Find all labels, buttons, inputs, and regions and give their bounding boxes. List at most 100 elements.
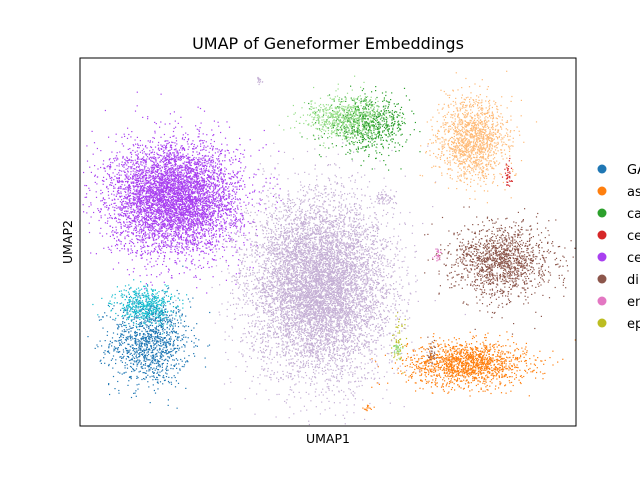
data-point [460, 350, 463, 352]
data-point [157, 382, 159, 384]
data-point [333, 100, 335, 102]
data-point [120, 180, 122, 182]
data-point [182, 265, 184, 267]
data-point [153, 344, 155, 346]
data-point [470, 343, 473, 345]
data-point [367, 105, 369, 108]
data-point [111, 342, 113, 344]
data-point [505, 363, 507, 365]
data-point [177, 337, 179, 339]
data-point [502, 368, 504, 370]
data-point [475, 348, 477, 350]
data-point [435, 369, 437, 371]
data-point [157, 362, 159, 365]
data-point [398, 124, 401, 126]
data-point [506, 184, 508, 186]
data-point [143, 378, 145, 380]
data-point [350, 85, 352, 87]
data-point [464, 349, 466, 351]
data-point [378, 111, 380, 113]
data-point [419, 374, 421, 377]
data-point [499, 367, 501, 369]
data-point [453, 383, 455, 385]
data-point [103, 351, 105, 354]
data-point [431, 358, 433, 360]
data-point [126, 197, 128, 199]
data-point [156, 212, 158, 214]
data-point [480, 388, 482, 390]
data-point [450, 350, 452, 352]
data-point [153, 348, 155, 351]
data-point [532, 371, 534, 373]
data-point [195, 246, 198, 248]
data-point [155, 123, 157, 125]
data-point [130, 375, 132, 378]
data-point [140, 199, 143, 201]
data-point [473, 355, 475, 357]
data-point [483, 343, 485, 345]
data-point [491, 373, 493, 375]
data-point [456, 357, 458, 359]
data-point [173, 375, 175, 377]
data-point [136, 351, 138, 353]
data-point [505, 365, 507, 367]
data-point [168, 187, 170, 189]
data-point [153, 331, 155, 334]
data-point [491, 382, 493, 384]
data-point [500, 356, 502, 358]
data-point [167, 161, 170, 163]
data-point [129, 325, 131, 327]
data-point [177, 347, 179, 350]
data-point [364, 114, 366, 116]
data-point [513, 342, 515, 344]
data-point [107, 220, 109, 222]
data-point [232, 255, 234, 257]
data-point [108, 384, 110, 386]
data-point [167, 360, 169, 362]
data-point [130, 362, 132, 364]
data-point [470, 357, 472, 359]
data-point [449, 349, 451, 351]
data-point [141, 343, 143, 345]
data-point [146, 326, 148, 328]
data-point [158, 316, 160, 318]
data-point [117, 328, 119, 330]
data-point [209, 225, 211, 227]
data-point [466, 374, 468, 376]
data-point [496, 369, 498, 371]
data-point [478, 356, 480, 359]
data-point [152, 356, 154, 358]
data-point [123, 342, 126, 344]
data-point [428, 359, 431, 361]
data-point [424, 374, 426, 376]
data-point [362, 128, 364, 130]
data-point [482, 357, 484, 359]
data-point [176, 232, 178, 234]
data-point [104, 362, 106, 364]
data-point [498, 363, 500, 365]
data-point [171, 332, 174, 334]
data-point [137, 341, 139, 343]
data-point [113, 346, 116, 348]
data-point [400, 168, 402, 170]
data-point [453, 337, 455, 339]
data-point [485, 347, 487, 349]
data-point [354, 107, 356, 109]
data-point [371, 145, 373, 147]
data-point [186, 248, 188, 250]
data-point [477, 368, 479, 370]
data-point [130, 330, 132, 332]
data-point [419, 363, 421, 365]
data-point [145, 316, 147, 318]
data-point [138, 345, 141, 347]
data-point [202, 186, 204, 188]
data-point [459, 350, 461, 352]
data-point [425, 372, 427, 374]
data-point [447, 350, 449, 352]
data-point [187, 226, 190, 228]
data-point [151, 375, 153, 377]
data-point [175, 331, 177, 333]
data-point [484, 345, 486, 347]
data-point [349, 152, 351, 155]
data-point [363, 106, 365, 108]
